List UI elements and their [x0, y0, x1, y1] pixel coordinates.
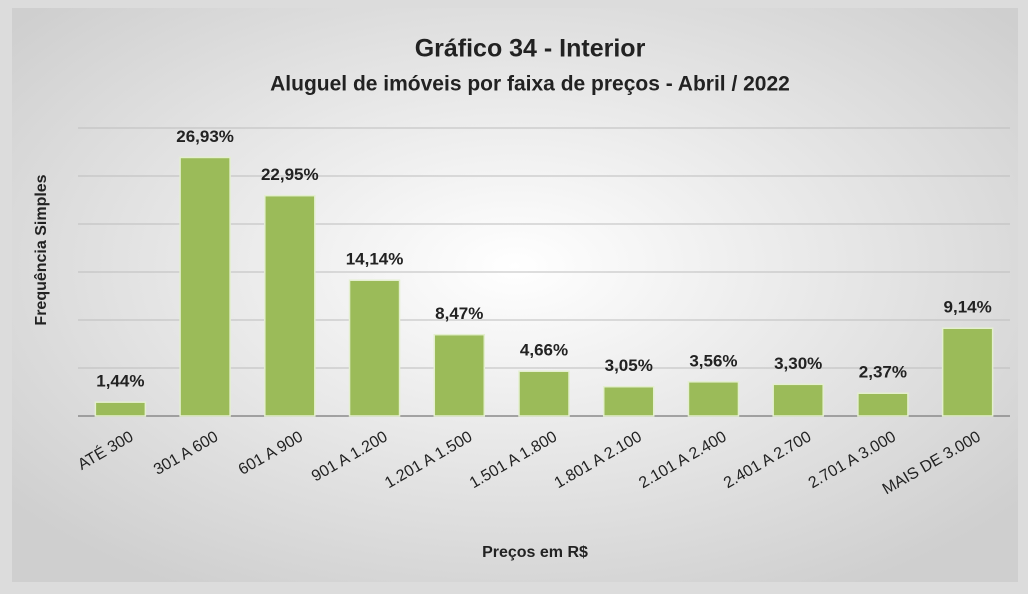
bar — [264, 194, 316, 417]
data-label: 4,66% — [520, 341, 568, 360]
bar — [348, 279, 401, 417]
bar — [772, 383, 824, 417]
bar — [179, 156, 231, 417]
bar — [433, 333, 486, 417]
chart-subtitle: Aluguel de imóveis por faixa de preços -… — [270, 73, 790, 96]
data-label: 3,05% — [605, 356, 653, 375]
data-label: 26,93% — [176, 127, 234, 146]
data-label: 3,56% — [689, 351, 737, 370]
data-label: 9,14% — [944, 298, 992, 317]
bar — [94, 401, 147, 417]
bar — [518, 370, 570, 417]
data-label: 22,95% — [261, 165, 319, 184]
bar — [687, 381, 740, 417]
x-axis-label: Preços em R$ — [482, 544, 588, 561]
bar — [857, 392, 909, 417]
data-label: 14,14% — [346, 250, 404, 269]
data-label: 2,37% — [859, 363, 907, 382]
bar — [941, 327, 994, 417]
data-label: 1,44% — [96, 372, 144, 391]
data-label: 3,30% — [774, 354, 822, 373]
y-axis-label: Frequência Simples — [33, 174, 50, 325]
data-label: 8,47% — [435, 304, 483, 323]
bar — [602, 385, 655, 417]
chart-title: Gráfico 34 - Interior — [415, 35, 646, 63]
